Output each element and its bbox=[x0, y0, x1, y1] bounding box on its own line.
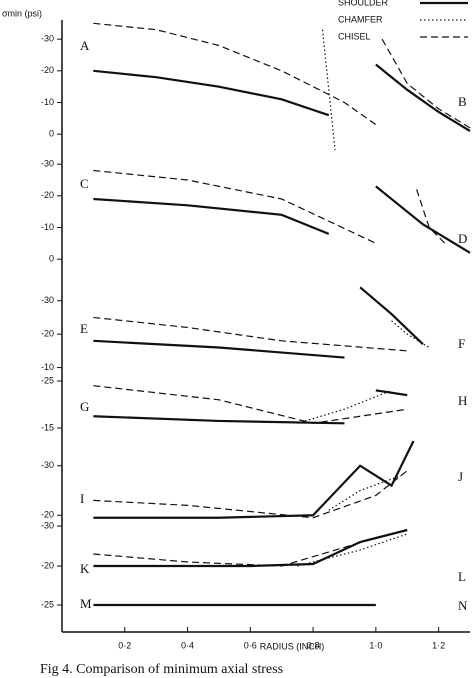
y-tick-label: -20 bbox=[41, 190, 54, 200]
panel-label: G bbox=[80, 399, 89, 414]
x-tick-label: 0·2 bbox=[118, 640, 131, 650]
stress-curve bbox=[381, 38, 471, 129]
y-tick-label: -25 bbox=[41, 375, 54, 385]
panel-label: F bbox=[458, 336, 465, 351]
x-tick-label: 0·8 bbox=[307, 640, 320, 650]
y-tick-label: -25 bbox=[41, 599, 54, 609]
y-tick-label: -30 bbox=[41, 159, 54, 169]
y-tick-label: -30 bbox=[41, 520, 54, 530]
stress-curve bbox=[375, 63, 471, 132]
panel-label: M bbox=[80, 596, 92, 611]
y-tick-label: -20 bbox=[41, 510, 54, 520]
y-tick-label: 0 bbox=[49, 254, 54, 264]
stress-curve bbox=[93, 339, 345, 359]
panel-label: A bbox=[80, 38, 90, 53]
panel-label: K bbox=[80, 561, 90, 576]
panel-label: D bbox=[458, 231, 467, 246]
stress-curve bbox=[93, 69, 330, 117]
caption: Fig 4. Comparison of minimum axial stres… bbox=[40, 662, 283, 677]
y-tick-label: -30 bbox=[41, 34, 54, 44]
panel-label: E bbox=[80, 321, 88, 336]
x-tick-label: 1·0 bbox=[369, 640, 382, 650]
x-tick-label: 0·6 bbox=[244, 640, 257, 650]
legend-label: CHAMFER bbox=[338, 14, 383, 24]
stress-curve bbox=[297, 389, 392, 424]
y-tick-label: -10 bbox=[41, 222, 54, 232]
stress-curve bbox=[93, 537, 377, 567]
y-axis-label: σmin (psi) bbox=[2, 8, 42, 18]
stress-curve bbox=[375, 389, 408, 397]
x-axis-label: RADIUS (INCH) bbox=[260, 641, 325, 651]
x-tick-label: 1·2 bbox=[432, 640, 445, 650]
stress-curve bbox=[93, 470, 408, 519]
y-tick-label: -20 bbox=[41, 560, 54, 570]
stress-curve bbox=[93, 197, 330, 235]
stress-curve bbox=[93, 528, 408, 568]
legend-label: SHOULDER bbox=[338, 0, 389, 7]
stress-curve bbox=[391, 320, 430, 349]
stress-curve bbox=[416, 189, 446, 244]
stress-curve bbox=[93, 316, 408, 352]
legend-label: CHISEL bbox=[338, 31, 371, 41]
panel-label: I bbox=[80, 491, 84, 506]
panel-label: C bbox=[80, 176, 89, 191]
stress-curve bbox=[93, 22, 377, 126]
stress-curve bbox=[297, 533, 408, 567]
panel-label: L bbox=[458, 569, 466, 584]
x-tick-label: 0·4 bbox=[181, 640, 194, 650]
stress-curve bbox=[359, 286, 424, 345]
panel-label: J bbox=[458, 469, 463, 484]
stress-curve bbox=[93, 415, 345, 425]
stress-curve bbox=[93, 385, 408, 424]
y-tick-label: -20 bbox=[41, 329, 54, 339]
stress-curve bbox=[93, 169, 377, 244]
panel-label: B bbox=[458, 94, 467, 109]
y-tick-label: 0 bbox=[49, 129, 54, 139]
stress-curve bbox=[328, 475, 402, 511]
stress-curve bbox=[93, 440, 415, 519]
y-tick-label: -10 bbox=[41, 362, 54, 372]
y-tick-label: -20 bbox=[41, 65, 54, 75]
y-tick-label: -30 bbox=[41, 295, 54, 305]
y-tick-label: -30 bbox=[41, 460, 54, 470]
panel-label: N bbox=[458, 598, 468, 613]
stress-curve bbox=[375, 185, 471, 254]
y-tick-label: -10 bbox=[41, 97, 54, 107]
panel-label: H bbox=[458, 393, 467, 408]
stress-curve bbox=[321, 29, 336, 151]
y-tick-label: -15 bbox=[41, 422, 54, 432]
